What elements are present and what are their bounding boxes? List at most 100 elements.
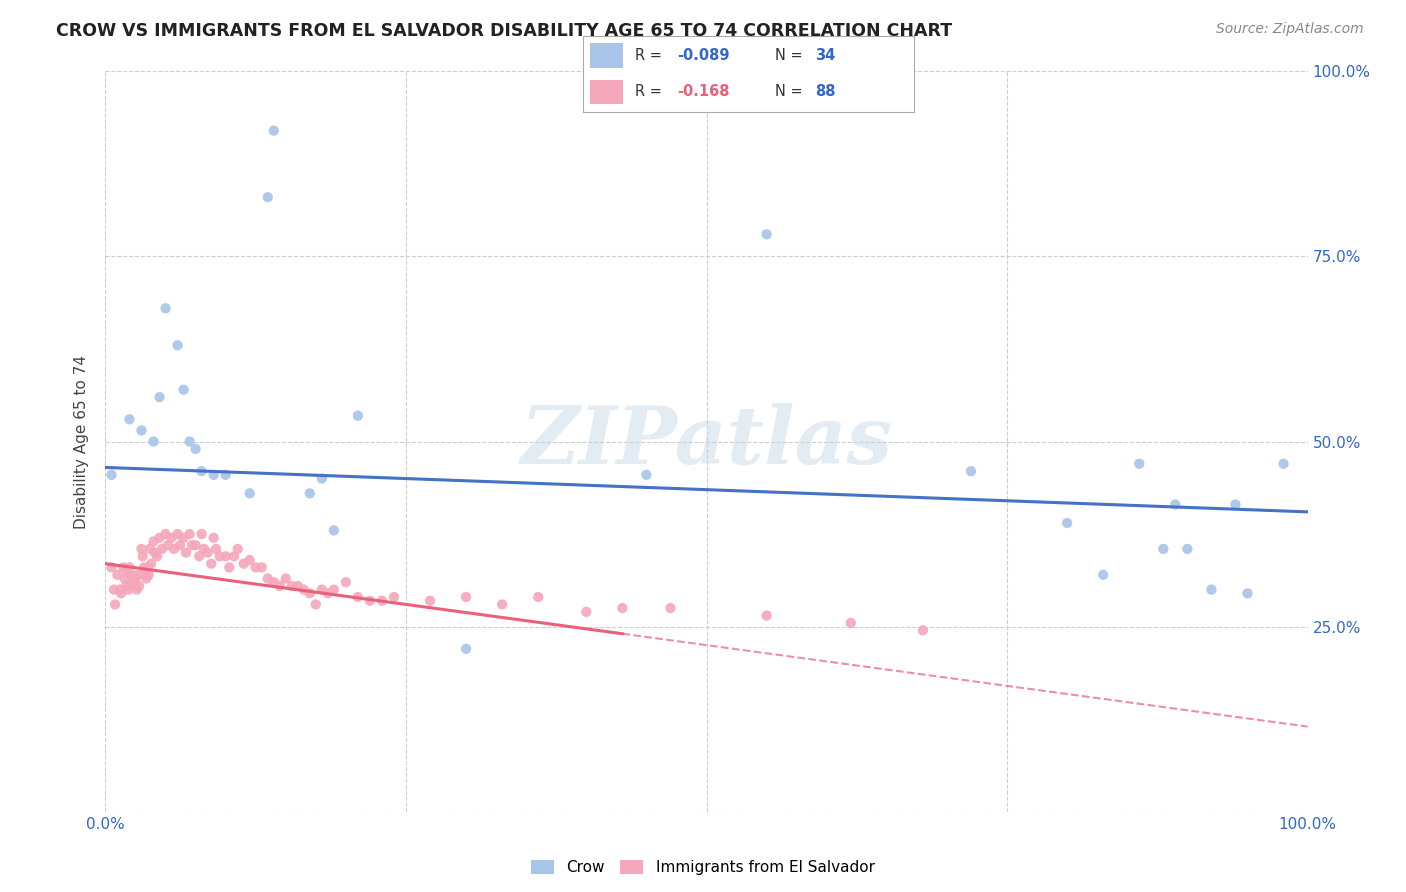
Point	[281, 579, 304, 593]
Point	[125, 582, 148, 597]
Point	[121, 575, 143, 590]
Point	[114, 572, 136, 586]
Point	[960, 464, 983, 478]
Point	[110, 586, 132, 600]
Point	[142, 434, 165, 449]
Point	[218, 560, 240, 574]
Text: N =: N =	[775, 48, 807, 63]
Point	[298, 586, 321, 600]
Point	[163, 541, 186, 556]
Point	[150, 541, 173, 556]
Point	[103, 582, 125, 597]
Point	[193, 541, 215, 556]
Point	[322, 524, 344, 538]
Text: R =: R =	[634, 48, 666, 63]
Point	[347, 409, 370, 423]
Point	[1092, 567, 1115, 582]
Point	[115, 564, 138, 578]
Text: 34: 34	[815, 48, 835, 63]
Point	[108, 582, 131, 597]
Point	[575, 605, 598, 619]
Point	[1175, 541, 1198, 556]
Point	[419, 593, 441, 607]
Point	[124, 572, 146, 586]
Point	[107, 567, 129, 582]
Point	[131, 424, 153, 438]
Point	[202, 531, 225, 545]
Point	[166, 527, 188, 541]
Point	[128, 579, 150, 593]
Point	[1056, 516, 1078, 530]
Point	[155, 301, 177, 316]
Point	[256, 190, 278, 204]
Point	[491, 598, 513, 612]
Point	[124, 575, 146, 590]
Point	[160, 531, 183, 545]
Bar	[591, 44, 623, 68]
Point	[612, 601, 634, 615]
Point	[179, 434, 201, 449]
Point	[1225, 498, 1247, 512]
Point	[298, 486, 321, 500]
Point	[188, 549, 211, 564]
Point	[454, 590, 477, 604]
Point	[311, 582, 333, 597]
Point	[222, 549, 245, 564]
Point	[148, 531, 170, 545]
Point	[226, 541, 249, 556]
Point	[181, 538, 204, 552]
Point	[839, 615, 862, 630]
Point	[190, 527, 212, 541]
Point	[311, 471, 333, 485]
Point	[139, 557, 162, 571]
Point	[115, 579, 138, 593]
Y-axis label: Disability Age 65 to 74: Disability Age 65 to 74	[75, 354, 90, 529]
Legend: Crow, Immigrants from El Salvador: Crow, Immigrants from El Salvador	[527, 855, 879, 880]
Point	[659, 601, 682, 615]
Point	[371, 593, 394, 607]
Point	[232, 557, 254, 571]
Point	[100, 467, 122, 482]
Point	[1152, 541, 1174, 556]
Text: 88: 88	[815, 84, 835, 99]
Point	[148, 390, 170, 404]
Point	[184, 538, 207, 552]
Point	[347, 590, 370, 604]
Point	[911, 624, 934, 638]
Point	[179, 527, 201, 541]
Point	[138, 567, 160, 582]
Point	[322, 582, 344, 597]
Point	[1128, 457, 1150, 471]
Point	[118, 560, 141, 574]
Point	[132, 560, 155, 574]
Point	[139, 541, 162, 556]
Point	[100, 560, 122, 574]
Point	[263, 575, 285, 590]
Point	[122, 579, 145, 593]
Point	[132, 549, 155, 564]
Point	[382, 590, 405, 604]
Text: ZIPatlas: ZIPatlas	[520, 403, 893, 480]
Point	[287, 579, 309, 593]
Point	[335, 575, 357, 590]
Point	[214, 549, 236, 564]
Point	[256, 572, 278, 586]
Point	[156, 538, 179, 552]
Point	[118, 412, 141, 426]
Point	[636, 467, 658, 482]
Point	[169, 538, 191, 552]
Point	[146, 549, 169, 564]
Point	[274, 572, 297, 586]
Point	[142, 534, 165, 549]
Point	[269, 579, 291, 593]
Point	[120, 567, 142, 582]
Point	[1272, 457, 1295, 471]
Point	[250, 560, 273, 574]
Point	[755, 608, 778, 623]
Text: N =: N =	[775, 84, 807, 99]
Point	[134, 567, 156, 582]
Point	[239, 553, 262, 567]
Point	[174, 546, 197, 560]
Point	[200, 557, 222, 571]
Point	[245, 560, 267, 574]
